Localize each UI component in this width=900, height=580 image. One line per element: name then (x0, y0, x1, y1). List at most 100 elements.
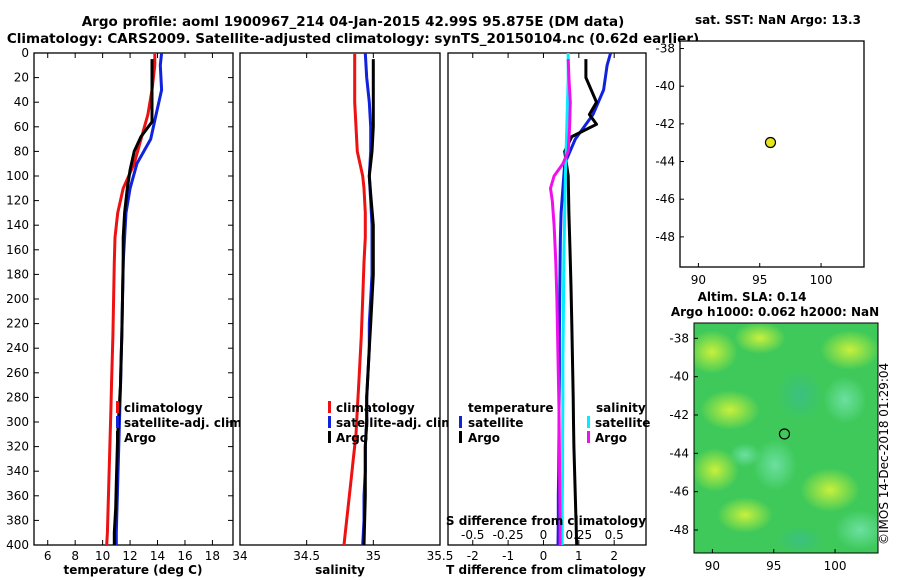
map-x-tick-label-0: 90 (691, 273, 706, 287)
y-tick-label-15: 300 (6, 415, 29, 429)
legend-label-sal-satellite: satellite (595, 416, 650, 430)
salinity-lines (342, 52, 375, 546)
legend-label-temp-argo: Argo (468, 431, 500, 445)
y-tick-label-5: 100 (6, 169, 29, 183)
x-tick-label-temperature-0: 6 (44, 549, 52, 563)
title-line2: Climatology: CARS2009. Satellite-adjuste… (7, 31, 699, 47)
x-tick-label-difference-0: -2 (467, 549, 479, 563)
map-y-tick-label-5: -48 (669, 523, 689, 537)
legend-title-salinity: salinity (596, 401, 646, 415)
x-tick-label-temperature-2: 10 (95, 549, 110, 563)
s-tick-label-0: -0.5 (461, 528, 484, 542)
map-y-tick-label-2: -42 (669, 408, 689, 422)
altimetry-map-ticks: 90 95 100 -38 -40 -42 -44 -46 -48 (669, 331, 846, 573)
sst-map-title: sat. SST: NaN Argo: 13.3 (695, 13, 861, 27)
map-y-tick-label-0: -38 (669, 331, 689, 345)
salinity-x-ticks: 34 34.5 35 35.5 (232, 53, 453, 563)
sst-map-panel: sat. SST: NaN Argo: 13.3 90 95 100 -38 -40 -4… (655, 13, 865, 287)
x-tick-label-temperature-6: 18 (205, 549, 220, 563)
legend-swatch-temp-argo (459, 431, 462, 443)
map-x-tick-label-0: 90 (705, 559, 720, 573)
x-tick-label-difference-2: 0 (540, 549, 548, 563)
y-tick-label-8: 160 (6, 243, 29, 257)
altimetry-title-line2: Argo h1000: 0.062 h2000: NaN (671, 305, 879, 319)
y-tick-label-0: 0 (21, 46, 29, 60)
legend-label-climatology: climatology (124, 401, 203, 415)
y-tick-label-10: 200 (6, 292, 29, 306)
x-tick-label-temperature-3: 12 (122, 549, 137, 563)
legend-swatch-sal-argo (587, 431, 590, 443)
salinity-xlabel: salinity (315, 563, 365, 577)
y-tick-label-16: 320 (6, 440, 29, 454)
s-tick-label-2: 0 (540, 528, 548, 542)
s-tick-label-3: 0.25 (565, 528, 592, 542)
salinity-series-argo (362, 59, 375, 546)
map-y-tick-label-1: -40 (655, 79, 675, 93)
legend-label-satellite: satellite-adj. clim. (124, 416, 246, 430)
difference-series-temperature-argo (563, 59, 598, 546)
y-tick-label-6: 120 (6, 194, 29, 208)
s-tick-label-1: -0.25 (493, 528, 524, 542)
s-difference-label: S difference from climatology (446, 514, 646, 528)
legend-title-temperature: temperature (468, 401, 553, 415)
map-x-tick-label-2: 100 (824, 559, 847, 573)
legend-swatch-climatology (116, 401, 119, 413)
x-tick-label-difference-1: -1 (502, 549, 514, 563)
t-difference-xlabel: T difference from climatology (446, 563, 646, 577)
x-tick-label-salinity-1: 34.5 (293, 549, 320, 563)
salinity-difference-ticks: -0.5 -0.25 0 0.25 0.5 (461, 528, 624, 542)
temperature-lines (105, 52, 164, 546)
map-x-tick-label-2: 100 (810, 273, 833, 287)
y-tick-label-4: 80 (14, 144, 29, 158)
y-tick-label-9: 180 (6, 267, 29, 281)
altimetry-map-frame (693, 322, 879, 554)
y-tick-label-13: 260 (6, 366, 29, 380)
legend-swatch-satellite (328, 416, 331, 428)
x-tick-label-salinity-3: 35.5 (427, 549, 454, 563)
temperature-legend: climatology satellite-adj. clim. Argo (116, 401, 246, 445)
credit-stamp: ©IMOS 14-Dec-2018 01:29:04 (877, 363, 891, 545)
legend-label-sal-argo: Argo (595, 431, 627, 445)
x-tick-label-temperature-4: 14 (150, 549, 165, 563)
sst-map-ticks: 90 95 100 -38 -40 -42 -44 -46 -48 (655, 42, 832, 287)
legend-label-temp-satellite: satellite (468, 416, 523, 430)
legend-swatch-argo (116, 431, 119, 443)
map-y-tick-label-1: -40 (669, 370, 689, 384)
y-tick-label-17: 340 (6, 464, 29, 478)
salinity-axes-frame (239, 52, 441, 546)
salinity-legend: climatology satellite-adj. clim. Argo (328, 401, 458, 445)
map-y-tick-label-2: -42 (655, 117, 675, 131)
difference-x-ticks: -2 -1 0 1 2 (467, 53, 618, 563)
temperature-xlabel: temperature (deg C) (64, 563, 203, 577)
x-tick-label-temperature-1: 8 (71, 549, 79, 563)
legend-swatch-climatology (328, 401, 331, 413)
difference-panel: -2 -1 0 1 2 -0.5 -0.25 0 0.25 0.5 S difference f… (446, 52, 650, 577)
temperature-x-ticks: 6 8 10 12 14 16 18 (44, 53, 220, 563)
legend-swatch-sal-satellite (587, 416, 590, 428)
y-tick-label-1: 20 (14, 71, 29, 85)
temperature-series-argo (112, 59, 154, 545)
argo-location-marker-altimetry (778, 428, 791, 440)
legend-label-climatology: climatology (336, 401, 415, 415)
map-y-tick-label-3: -44 (655, 155, 675, 169)
difference-legend: temperature satellite Argo salinity sate… (459, 401, 650, 445)
legend-swatch-satellite (116, 416, 119, 428)
y-tick-label-14: 280 (6, 390, 29, 404)
y-tick-label-7: 140 (6, 218, 29, 232)
y-tick-label-12: 240 (6, 341, 29, 355)
x-tick-label-salinity-2: 35 (366, 549, 381, 563)
argo-location-marker (764, 136, 777, 149)
y-tick-label-20: 400 (6, 538, 29, 552)
temperature-series-climatology (105, 53, 157, 546)
legend-swatch-argo (328, 431, 331, 443)
map-y-tick-label-4: -46 (655, 192, 675, 206)
sst-map-frame (679, 40, 865, 268)
legend-label-argo: Argo (336, 431, 368, 445)
map-y-tick-label-0: -38 (655, 42, 675, 56)
difference-lines (549, 52, 613, 546)
temperature-panel: 6 8 10 12 14 16 18 020406080100120140160180200… (6, 46, 646, 577)
map-x-tick-label-1: 95 (752, 273, 767, 287)
map-y-tick-label-4: -46 (669, 485, 689, 499)
y-tick-label-2: 40 (14, 95, 29, 109)
